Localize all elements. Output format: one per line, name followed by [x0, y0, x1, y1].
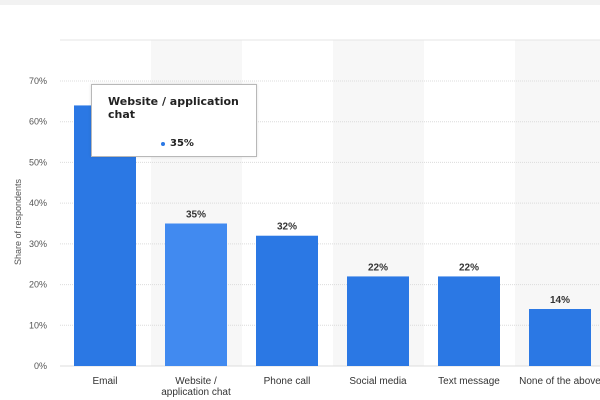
y-tick-label: 70%	[29, 76, 47, 86]
data-labels: 35% 32% 22% 22% 14%	[186, 210, 570, 307]
x-category-label: Email	[92, 376, 117, 387]
y-tick-label: 0%	[34, 361, 47, 371]
data-label: 14%	[550, 295, 570, 306]
data-label: 22%	[368, 262, 388, 273]
y-tick-label: 50%	[29, 157, 47, 167]
top-bar	[0, 0, 600, 5]
y-tick-label: 60%	[29, 117, 47, 127]
x-category-label: Phone call	[264, 376, 311, 387]
x-axis-labels: Email Website /application chat Phone call…	[92, 376, 600, 398]
x-category-label: None of the above	[519, 376, 600, 387]
y-axis-ticks: 0% 10% 20% 30% 40% 50% 60% 70%	[29, 76, 47, 371]
bar	[347, 276, 409, 366]
bar	[529, 309, 591, 366]
y-axis-label: Share of respondents	[13, 178, 23, 265]
y-tick-label: 30%	[29, 239, 47, 249]
x-category-label: Social media	[349, 376, 407, 387]
y-tick-label: 40%	[29, 198, 47, 208]
bar	[165, 223, 227, 366]
bars	[74, 105, 591, 366]
x-category-label: application chat	[161, 387, 231, 398]
data-label: 22%	[459, 262, 479, 273]
tooltip-title: Website / application chat	[108, 95, 239, 121]
y-tick-label: 20%	[29, 280, 47, 290]
x-category-label: Text message	[438, 376, 500, 387]
bar	[256, 235, 318, 366]
x-category-label: Website /	[175, 376, 217, 387]
tooltip-value: 35%	[170, 138, 194, 149]
tooltip-series-dot	[161, 142, 165, 146]
y-tick-label: 10%	[29, 320, 47, 330]
tooltip: Website / application chat 35%	[91, 84, 257, 157]
bar	[438, 276, 500, 366]
data-label: 32%	[277, 222, 297, 233]
data-label: 35%	[186, 210, 206, 221]
